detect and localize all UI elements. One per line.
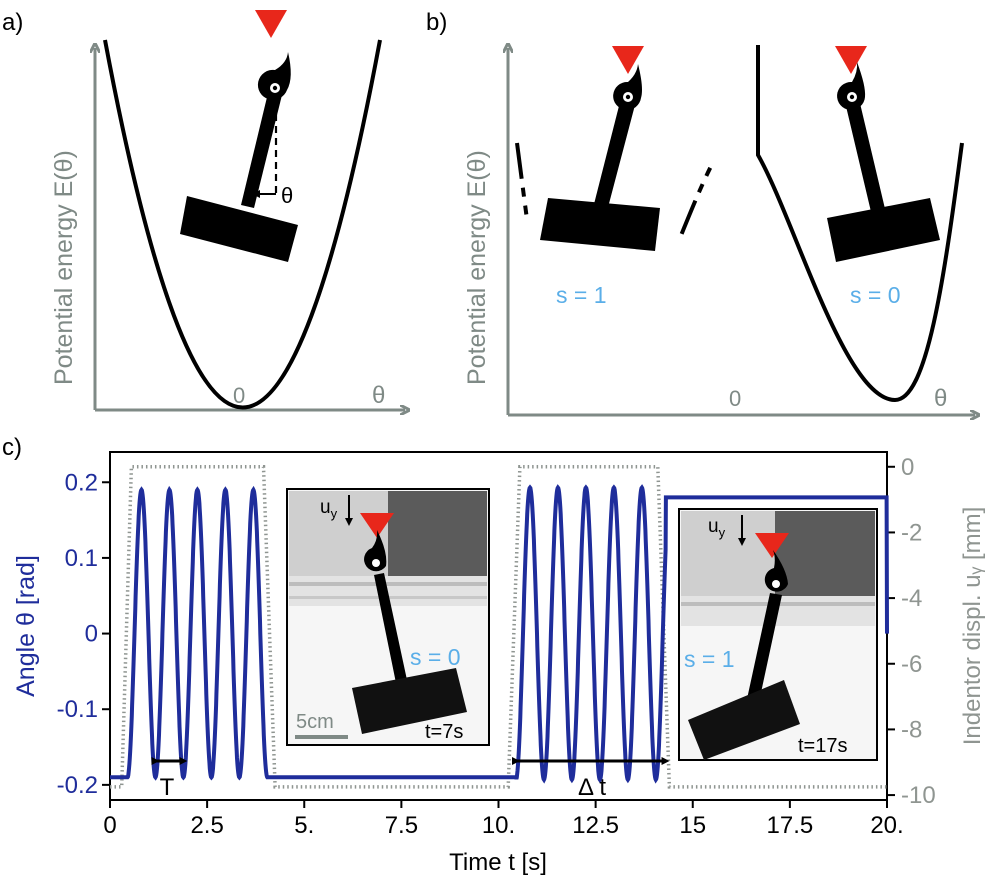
indenter-triangle-icon — [255, 10, 287, 38]
x-tick-label: 15 — [679, 812, 706, 839]
panel-a-label: a) — [2, 9, 23, 36]
inset-right-photo: uy s = 1 t=17s — [678, 508, 878, 761]
pendulum-icon — [180, 52, 298, 262]
panel-a-angle-label: θ — [281, 183, 293, 208]
panel-b-state-left: s = 1 — [556, 282, 607, 308]
inset-right-state: s = 1 — [684, 646, 735, 672]
x-axis-label: Time t [s] — [449, 849, 547, 876]
inset-left-scale: 5cm — [296, 711, 334, 733]
x-tick-label: 20. — [870, 812, 903, 839]
panel-b-energy-right — [756, 45, 964, 403]
x-tick-label: 2.5 — [190, 812, 223, 839]
y2-ticks: 0 -2 -4 -6 -8 -10 — [887, 454, 936, 809]
indenter-triangle-icon — [612, 46, 644, 74]
panel-a-zero-label: 0 — [233, 383, 245, 408]
y-tick-label: -0.1 — [57, 696, 98, 723]
panel-b-label: b) — [426, 9, 447, 36]
panel-a-ylabel: Potential energy E(θ) — [50, 150, 78, 385]
y2-tick-label: 0 — [901, 454, 914, 481]
inset-right-uy: uy — [708, 516, 726, 540]
y2-tick-label: -6 — [901, 651, 922, 678]
x-tick-label: 7.5 — [385, 812, 418, 839]
x-tick-label: 10. — [482, 812, 515, 839]
inset-left-uy: uy — [320, 497, 338, 521]
y2-tick-label: -4 — [901, 585, 922, 612]
panel-b: b) Potential energy E(θ) θ 0 s = 1 s = 0 — [426, 9, 975, 415]
y-ticks: 0.2 0.1 0 -0.1 -0.2 — [57, 469, 110, 799]
indenter-triangle-icon — [360, 513, 394, 538]
y-axis-label: Angle θ [rad] — [12, 555, 40, 697]
inset-right-time: t=17s — [798, 735, 847, 757]
panel-a: a) Potential energy E(θ) θ 0 θ — [2, 9, 405, 410]
period-label: T — [160, 774, 175, 801]
indenter-triangle-icon — [835, 46, 867, 74]
panel-c: c) 0 2.5 5. 7.5 10. 12.5 15 17.5 20. 0.2 0.1 0 -0.1… — [2, 434, 986, 876]
panel-a-xlabel: θ — [372, 382, 385, 409]
x-tick-label: 12.5 — [572, 812, 619, 839]
y2-tick-label: -10 — [901, 782, 936, 809]
x-tick-label: 0 — [103, 812, 116, 839]
panel-c-label: c) — [2, 434, 22, 461]
inset-left-photo: uy s = 0 t=7s 5cm — [286, 488, 490, 746]
y2-axis-label: Indentor displ. uᵧ [mm] — [959, 507, 986, 745]
inset-left-state: s = 0 — [410, 644, 461, 670]
panel-a-energy-curve — [103, 39, 382, 410]
inset-left-time: t=7s — [425, 721, 463, 743]
delta-t-label: Δ t — [578, 774, 606, 801]
indenter-triangle-icon — [755, 533, 789, 558]
panel-b-zero-label: 0 — [729, 386, 741, 411]
y2-tick-label: -2 — [901, 519, 922, 546]
panel-b-xlabel: θ — [934, 385, 947, 412]
y-tick-label: 0.1 — [65, 545, 98, 572]
x-tick-label: 5. — [294, 812, 314, 839]
x-tick-label: 17.5 — [767, 812, 814, 839]
panel-b-ylabel: Potential energy E(θ) — [463, 150, 491, 385]
y-tick-label: -0.2 — [57, 772, 98, 799]
y-tick-label: 0.2 — [65, 469, 98, 496]
angle-series — [110, 484, 889, 784]
pendulum-right-icon — [827, 62, 940, 262]
indentor-displacement-series — [110, 465, 887, 789]
x-ticks: 0 2.5 5. 7.5 10. 12.5 15 17.5 20. — [103, 800, 904, 839]
y-tick-label: 0 — [85, 621, 98, 648]
panel-b-state-right: s = 0 — [850, 282, 901, 308]
pendulum-left-icon — [540, 64, 660, 251]
y2-tick-label: -8 — [901, 716, 922, 743]
panel-b-energy-left — [515, 45, 719, 403]
